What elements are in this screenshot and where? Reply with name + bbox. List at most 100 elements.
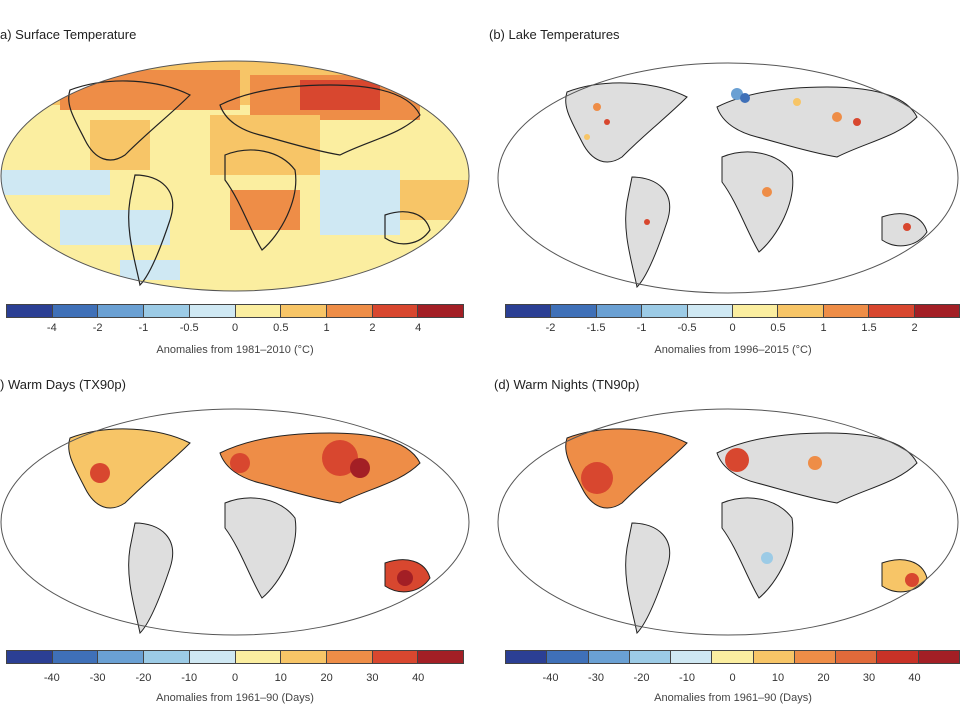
panel-a-colorbar [6, 304, 464, 318]
panel-d-ticks: -40 -30 -20 -10 0 10 20 30 40 [505, 672, 960, 686]
hotspots [581, 448, 919, 587]
colorbar-swatch [687, 305, 734, 317]
land-masses [565, 82, 928, 289]
colorbar-swatch [7, 305, 53, 317]
panel-b-ticks: -2 -1.5 -1 -0.5 0 0.5 1 1.5 2 [505, 322, 960, 336]
tick-label: 40 [908, 672, 921, 684]
tick-label: -20 [135, 672, 152, 684]
colorbar-swatch [836, 651, 878, 663]
tick-label: -10 [679, 672, 695, 684]
surface-temperature-field [1, 61, 469, 291]
tick-label: 0 [231, 322, 239, 334]
panel-c-axis-label: Anomalies from 1961–90 (Days) [156, 692, 314, 704]
tick-label: -20 [633, 672, 650, 684]
colorbar-swatch [551, 305, 597, 317]
tick-label: -30 [588, 672, 604, 684]
panel-d-map [497, 408, 959, 636]
colorbar-swatch [281, 305, 327, 317]
tick-label: -1 [138, 322, 149, 334]
panel-b-colorbar [505, 304, 960, 318]
tick-label: -10 [181, 672, 198, 684]
panel-a-title: a) Surface Temperature [0, 27, 137, 42]
colorbar-swatch [547, 651, 589, 663]
panel-c-map [0, 408, 470, 636]
colorbar-swatch [596, 305, 643, 317]
colorbar-swatch [52, 651, 99, 663]
tick-label: -0.5 [677, 322, 697, 334]
colorbar-swatch [629, 651, 672, 663]
tick-label: 2 [369, 322, 376, 334]
tick-label: -2 [545, 322, 556, 334]
colorbar-swatch [869, 305, 915, 317]
panel-c-title: ) Warm Days (TX90p) [0, 377, 126, 392]
tick-label: 0.5 [273, 322, 289, 334]
colorbar-swatch [918, 651, 959, 663]
tick-label: 20 [320, 672, 333, 684]
colorbar-swatch [235, 305, 282, 317]
tick-label: 1 [820, 322, 827, 334]
colorbar-swatch [98, 305, 145, 317]
land-masses [68, 428, 431, 635]
colorbar-swatch [642, 305, 688, 317]
tick-label: 4 [415, 322, 422, 334]
tick-label: 10 [771, 672, 785, 684]
hotspots [90, 440, 413, 586]
colorbar-swatch [733, 305, 779, 317]
tick-label: 1 [323, 322, 330, 334]
tick-label: 40 [412, 672, 425, 684]
tick-label: 0 [729, 672, 736, 684]
colorbar-swatch [372, 305, 419, 317]
panel-b-axis-label: Anomalies from 1996–2015 (°C) [654, 344, 812, 356]
colorbar-swatch [506, 305, 552, 317]
tick-label: 10 [274, 672, 287, 684]
panel-b-map [497, 62, 959, 294]
colorbar-swatch [98, 651, 145, 663]
colorbar-swatch [506, 651, 548, 663]
colorbar-swatch [671, 651, 713, 663]
tick-label: 0 [729, 322, 736, 334]
tick-label: 0.5 [770, 322, 786, 334]
panel-a-map [0, 60, 470, 292]
colorbar-swatch [281, 651, 327, 663]
colorbar-swatch [326, 651, 373, 663]
panel-b-title: (b) Lake Temperatures [489, 27, 620, 42]
tick-label: -30 [89, 672, 106, 684]
colorbar-swatch [144, 651, 190, 663]
tick-label: 2 [911, 322, 918, 334]
panel-c-colorbar [6, 650, 464, 664]
colorbar-swatch [189, 305, 236, 317]
colorbar-swatch [326, 305, 373, 317]
colorbar-swatch [914, 305, 960, 317]
tick-label: 20 [817, 672, 830, 684]
colorbar-swatch [794, 651, 837, 663]
tick-label: -1.5 [586, 322, 606, 334]
tick-label: 30 [366, 672, 379, 684]
colorbar-swatch [418, 651, 464, 663]
tick-label: -40 [542, 672, 559, 684]
tick-label: 1.5 [861, 322, 877, 334]
tick-label: 30 [862, 672, 876, 684]
tick-label: -1 [636, 322, 647, 334]
colorbar-swatch [823, 305, 870, 317]
colorbar-swatch [877, 651, 919, 663]
colorbar-swatch [712, 651, 754, 663]
tick-label: -40 [43, 672, 60, 684]
colorbar-swatch [52, 305, 99, 317]
lake-points [584, 88, 911, 231]
tick-label: -4 [46, 322, 57, 334]
tick-label: -2 [92, 322, 103, 334]
panel-a-axis-label: Anomalies from 1981–2010 (°C) [156, 344, 314, 356]
panel-a-ticks: -4 -2 -1 -0.5 0 0.5 1 2 4 [6, 322, 464, 336]
colorbar-swatch [144, 305, 190, 317]
tick-label: -0.5 [179, 322, 199, 334]
colorbar-swatch [235, 651, 282, 663]
colorbar-swatch [778, 305, 824, 317]
colorbar-swatch [372, 651, 419, 663]
panel-d-axis-label: Anomalies from 1961–90 (Days) [654, 692, 812, 704]
colorbar-swatch [7, 651, 53, 663]
tick-label: 0 [231, 672, 239, 684]
colorbar-swatch [588, 651, 630, 663]
colorbar-swatch [418, 305, 464, 317]
colorbar-swatch [753, 651, 795, 663]
panel-d-title: (d) Warm Nights (TN90p) [494, 377, 640, 392]
